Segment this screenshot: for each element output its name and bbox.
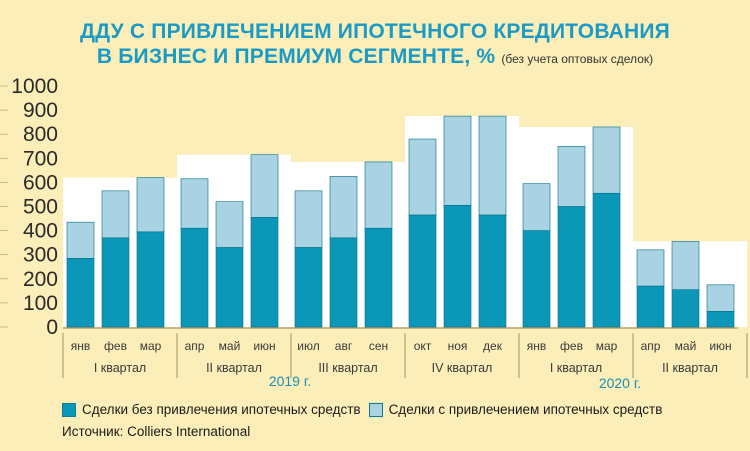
bar-with-mortgage	[101, 190, 130, 239]
bar-without-mortgage	[522, 230, 551, 328]
chart-title-note: (без учета оптовых сделок)	[501, 52, 654, 66]
legend: Сделки без привлечения ипотечных средств…	[62, 402, 670, 417]
x-tick-label: июл	[297, 339, 319, 353]
x-tick-label: фев	[560, 339, 583, 353]
source-note: Источник: Colliers International	[62, 424, 251, 439]
bar-with-mortgage	[522, 183, 551, 231]
y-tick-label: 400	[23, 220, 58, 243]
legend-swatch-without	[62, 402, 76, 417]
bar-with-mortgage	[136, 177, 165, 233]
y-tick-label: 600	[23, 171, 58, 194]
y-tick-label: 300	[23, 244, 58, 267]
bar-without-mortgage	[636, 285, 665, 328]
y-tick-label: 1000	[11, 75, 58, 98]
x-tick-label: мар	[596, 339, 618, 353]
x-tick-label: май	[675, 339, 697, 353]
bar-with-mortgage	[557, 145, 586, 207]
chart-title-main: В БИЗНЕС И ПРЕМИУМ СЕГМЕНТЕ, %	[96, 45, 496, 68]
bar-without-mortgage	[136, 231, 165, 328]
bar-with-mortgage	[329, 176, 358, 239]
bar-with-mortgage	[443, 115, 472, 206]
y-tick-label: 0	[46, 316, 58, 339]
bar-without-mortgage	[66, 258, 95, 328]
bar-without-mortgage	[294, 247, 323, 328]
legend-label-without: Сделки без привлечения ипотечных средств	[82, 402, 361, 417]
y-tick-label: 700	[23, 147, 58, 170]
bar-without-mortgage	[671, 289, 700, 328]
year-label: 2020 г.	[599, 375, 641, 391]
chart-title-line2: В БИЗНЕС И ПРЕМИУМ СЕГМЕНТЕ, % (без учет…	[0, 45, 750, 69]
bar-with-mortgage	[478, 115, 507, 216]
x-tick-label: май	[219, 339, 241, 353]
legend-label-with: Сделки с привлечением ипотечных средств	[388, 402, 663, 417]
x-tick-label: апр	[185, 339, 205, 353]
x-tick-label: июн	[709, 339, 731, 353]
bar-without-mortgage	[215, 247, 244, 328]
bar-without-mortgage	[478, 214, 507, 328]
y-tick-label: 100	[23, 292, 58, 315]
y-tick-label: 800	[23, 123, 58, 146]
bar-without-mortgage	[180, 227, 209, 328]
legend-swatch-with	[368, 402, 383, 417]
bar-without-mortgage	[408, 214, 437, 328]
x-tick-label: ноя	[448, 339, 468, 353]
x-tick-label: авг	[335, 339, 353, 353]
bar-without-mortgage	[557, 206, 586, 328]
bar-with-mortgage	[636, 249, 665, 287]
bar-with-mortgage	[250, 154, 279, 218]
x-tick-label: янв	[71, 339, 91, 353]
bar-without-mortgage	[250, 217, 279, 328]
x-tick-label: апр	[641, 339, 661, 353]
quarter-label: II квартал	[206, 361, 262, 375]
bar-without-mortgage	[592, 192, 621, 328]
x-tick-label: окт	[414, 339, 432, 353]
quarter-label: II квартал	[662, 361, 718, 375]
bar-without-mortgage	[443, 204, 472, 328]
quarter-label: III квартал	[318, 361, 377, 375]
y-tick-label: 200	[23, 268, 58, 291]
bar-with-mortgage	[671, 241, 700, 290]
y-tick-label: 900	[23, 99, 58, 122]
x-tick-label: мар	[140, 339, 162, 353]
x-tick-label: сен	[369, 339, 388, 353]
bar-with-mortgage	[215, 201, 244, 248]
quarter-label: I квартал	[94, 361, 146, 375]
y-tick-label: 500	[23, 196, 58, 219]
bar-with-mortgage	[180, 178, 209, 229]
legend-item-without: Сделки без привлечения ипотечных средств	[62, 402, 361, 417]
bar-without-mortgage	[364, 227, 393, 328]
bar-with-mortgage	[364, 161, 393, 229]
legend-item-with: Сделки с привлечением ипотечных средств	[368, 402, 663, 417]
bar-with-mortgage	[592, 126, 621, 194]
bar-without-mortgage	[329, 237, 358, 328]
x-tick-label: фев	[104, 339, 127, 353]
quarter-label: IV квартал	[432, 361, 493, 375]
bar-with-mortgage	[66, 221, 95, 259]
bar-with-mortgage	[706, 284, 735, 312]
bar-without-mortgage	[101, 237, 130, 328]
bar-with-mortgage	[408, 138, 437, 216]
chart-title-line1: ДДУ С ПРИВЛЕЧЕНИЕМ ИПОТЕЧНОГО КРЕДИТОВАН…	[80, 20, 670, 43]
bar-without-mortgage	[706, 311, 735, 328]
quarter-label: I квартал	[550, 361, 602, 375]
x-tick-label: дек	[483, 339, 503, 353]
year-label: 2019 г.	[269, 373, 311, 389]
bar-with-mortgage	[294, 190, 323, 248]
x-tick-label: янв	[527, 339, 547, 353]
x-tick-label: июн	[253, 339, 275, 353]
